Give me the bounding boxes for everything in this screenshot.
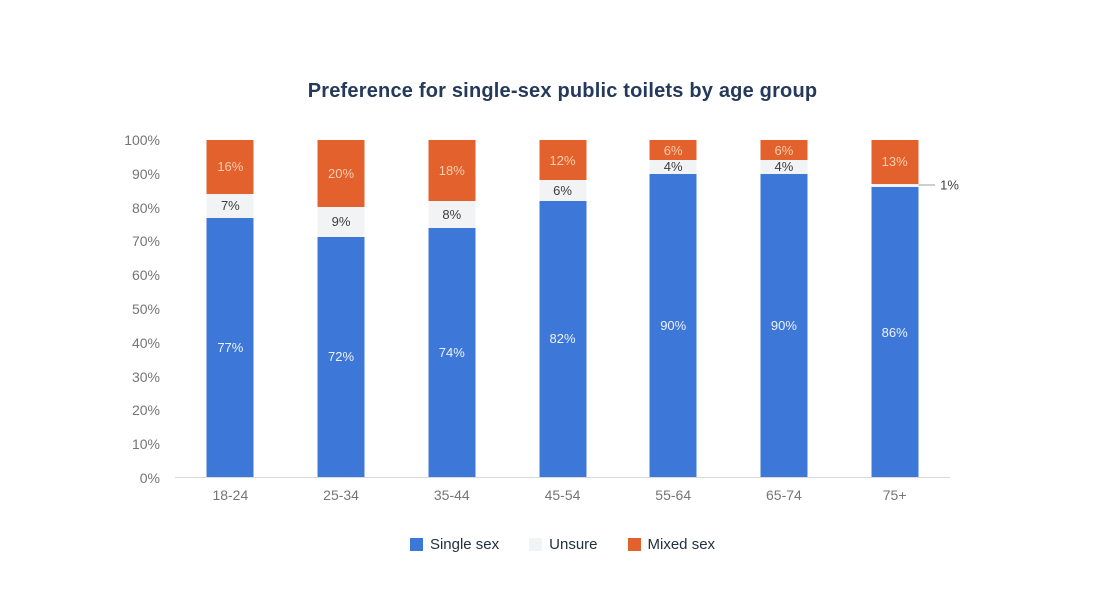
- legend-label: Single sex: [429, 536, 500, 553]
- bar-value-label: 13%: [881, 154, 908, 170]
- segment-mixed-sex: 6%: [649, 140, 697, 161]
- bar-25-34: 72% 9% 20%: [317, 140, 365, 477]
- bar-value-label: 6%: [774, 142, 794, 158]
- x-tick-label-45-54: 45-54: [544, 487, 581, 503]
- callout-leader-line: [918, 184, 936, 186]
- segment-unsure: [871, 183, 919, 188]
- bar-value-label: 86%: [881, 324, 908, 340]
- segment-unsure: 4%: [760, 159, 808, 175]
- bar-45-54: 82% 6% 12%: [539, 140, 586, 477]
- y-tick-label: 10%: [131, 436, 160, 453]
- bar-value-label: 9%: [331, 214, 351, 230]
- segment-single-sex: 90%: [760, 173, 808, 477]
- y-tick-label: 0%: [139, 470, 160, 486]
- callout-1-percent: 1%: [918, 178, 959, 193]
- segment-unsure: 6%: [539, 180, 586, 201]
- x-tick-label-18-24: 18-24: [212, 487, 249, 503]
- x-tick-label-65-74: 65-74: [766, 487, 802, 503]
- legend-swatch-icon: [529, 538, 543, 551]
- legend-swatch-icon: [627, 538, 641, 551]
- legend-swatch-icon: [409, 538, 423, 551]
- bar-75+: 86% 13%: [871, 140, 919, 477]
- bar-value-label: 4%: [774, 159, 794, 175]
- bar-value-label: 77%: [217, 339, 244, 355]
- segment-mixed-sex: 12%: [539, 140, 586, 181]
- x-tick-label-75+: 75+: [882, 487, 907, 503]
- y-tick-label: 40%: [131, 334, 160, 351]
- segment-single-sex: 90%: [649, 173, 697, 477]
- y-tick-label: 90%: [131, 165, 160, 182]
- segment-single-sex: 82%: [539, 200, 586, 477]
- segment-mixed-sex: 18%: [428, 140, 476, 201]
- bar-18-24: 77% 7% 16%: [206, 140, 254, 477]
- segment-unsure: 8%: [428, 200, 476, 228]
- bar-65-74: 90% 4% 6%: [760, 140, 808, 477]
- segment-single-sex: 74%: [428, 227, 476, 477]
- bar-value-label: 72%: [328, 349, 355, 365]
- segment-single-sex: 77%: [206, 217, 254, 477]
- bar-55-64: 90% 4% 6%: [649, 140, 697, 477]
- legend-label: Unsure: [549, 536, 598, 553]
- legend-item-mixed-sex: Mixed sex: [627, 536, 716, 553]
- y-tick-label: 20%: [131, 402, 160, 419]
- bar-value-label: 4%: [663, 159, 683, 175]
- bar-value-label: 8%: [442, 206, 462, 222]
- legend: Single sex Unsure Mixed sex: [175, 536, 950, 553]
- segment-unsure: 7%: [206, 193, 254, 218]
- y-tick-label: 50%: [131, 301, 160, 317]
- bar-value-label: 18%: [438, 162, 465, 178]
- bar-35-44: 74% 8% 18%: [428, 140, 476, 477]
- bar-value-label: 6%: [663, 142, 683, 158]
- y-tick-label: 70%: [131, 233, 160, 250]
- callout-label: 1%: [940, 177, 959, 193]
- segment-single-sex: 72%: [317, 236, 365, 477]
- bar-value-label: 82%: [549, 331, 576, 347]
- segment-mixed-sex: 13%: [871, 140, 919, 184]
- bar-value-label: 7%: [220, 198, 240, 214]
- segment-unsure: 4%: [649, 159, 697, 175]
- bar-value-label: 74%: [438, 344, 465, 360]
- segment-mixed-sex: 16%: [206, 140, 254, 194]
- segment-mixed-sex: 20%: [317, 140, 365, 207]
- chart-title: Preference for single-sex public toilets…: [307, 80, 818, 102]
- bar-value-label: 16%: [217, 159, 244, 175]
- segment-unsure: 9%: [317, 206, 365, 237]
- segment-mixed-sex: 6%: [760, 140, 808, 161]
- bar-value-label: 20%: [328, 165, 355, 181]
- legend-label: Mixed sex: [647, 536, 716, 553]
- y-axis: 100% 90% 80% 70% 60% 50% 40% 30% 20% 10% 0%: [85, 132, 160, 486]
- x-axis: 18-24 25-34 35-44 45-54 55-64 65-74 75+: [175, 487, 950, 507]
- x-tick-label-35-44: 35-44: [433, 487, 470, 503]
- x-tick-label-55-64: 55-64: [655, 487, 692, 503]
- segment-single-sex: 86%: [871, 187, 919, 477]
- legend-item-unsure: Unsure: [529, 536, 598, 553]
- y-tick-label: 60%: [131, 267, 160, 284]
- legend-item-single-sex: Single sex: [409, 536, 500, 553]
- bar-value-label: 12%: [549, 152, 576, 168]
- bar-value-label: 6%: [553, 183, 572, 199]
- y-tick-label: 100%: [124, 132, 160, 148]
- plot-area: 1% 77% 7% 16% 72% 9% 20% 74% 8% 18% 82% 6% 12% 90% 4%…: [175, 140, 959, 478]
- y-tick-label: 30%: [131, 368, 160, 385]
- y-tick-label: 80%: [131, 199, 160, 216]
- bar-value-label: 90%: [660, 317, 687, 333]
- bar-value-label: 90%: [770, 317, 797, 333]
- x-tick-label-25-34: 25-34: [323, 487, 359, 503]
